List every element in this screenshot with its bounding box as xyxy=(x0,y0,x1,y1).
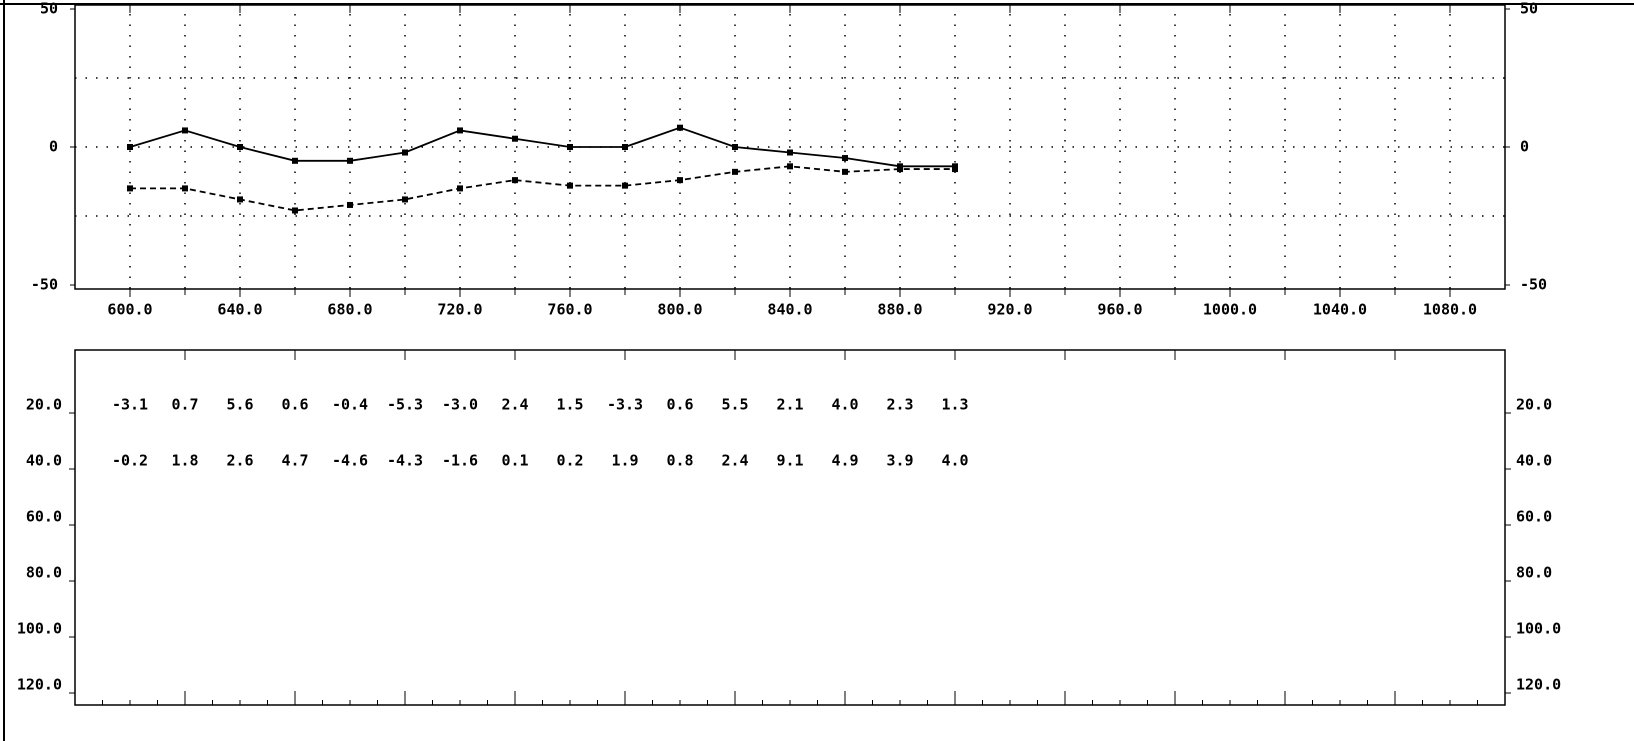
y-tick-label: -50 xyxy=(31,276,58,294)
row-label-right: 80.0 xyxy=(1516,564,1552,582)
data-point xyxy=(292,207,298,214)
data-point xyxy=(677,124,683,131)
table-cell: 0.6 xyxy=(666,396,693,414)
data-point xyxy=(347,201,353,208)
data-line xyxy=(130,165,955,212)
x-tick-label: 960.0 xyxy=(1097,301,1142,319)
data-point xyxy=(732,144,738,150)
table-cell: 1.3 xyxy=(941,396,968,414)
table-cell: 5.6 xyxy=(226,396,253,414)
table-cell: 2.6 xyxy=(226,452,253,470)
table-cell: 1.8 xyxy=(171,452,198,470)
x-tick-label: 880.0 xyxy=(877,301,922,319)
table-cell: -1.6 xyxy=(442,452,478,470)
table-cell: 0.2 xyxy=(556,452,583,470)
x-tick-label: 1000.0 xyxy=(1203,301,1257,319)
data-point xyxy=(677,177,683,184)
y-tick-label-right: -50 xyxy=(1520,276,1547,294)
data-point xyxy=(127,144,133,150)
table-cell: 0.8 xyxy=(666,452,693,470)
x-tick-label: 600.0 xyxy=(107,301,152,319)
table-cell: 0.7 xyxy=(171,396,198,414)
data-point xyxy=(127,185,133,192)
data-point xyxy=(402,196,408,203)
x-tick-label: 1040.0 xyxy=(1313,301,1367,319)
data-point xyxy=(292,157,298,164)
data-point xyxy=(237,144,243,150)
y-tick-label-right: 50 xyxy=(1520,0,1538,18)
data-point xyxy=(567,144,573,150)
x-tick-label: 680.0 xyxy=(327,301,372,319)
data-point xyxy=(842,168,848,175)
data-point xyxy=(182,185,188,192)
data-point xyxy=(622,182,628,189)
table-cell: 0.1 xyxy=(501,452,528,470)
data-point xyxy=(512,135,518,142)
row-label-right: 120.0 xyxy=(1516,676,1561,694)
data-point xyxy=(787,163,793,170)
table-cell: 2.4 xyxy=(501,396,528,414)
table-cell: -3.1 xyxy=(112,396,148,414)
table-cell: 9.1 xyxy=(776,452,803,470)
table-cell: 1.5 xyxy=(556,396,583,414)
table-cell: -0.4 xyxy=(332,396,368,414)
row-label: 120.0 xyxy=(17,676,62,694)
x-tick-label: 760.0 xyxy=(547,301,592,319)
data-point xyxy=(347,157,353,164)
table-cell: -0.2 xyxy=(112,452,148,470)
data-point xyxy=(622,144,628,150)
data-point xyxy=(457,185,463,192)
table-cell: -5.3 xyxy=(387,396,423,414)
data-point xyxy=(732,168,738,175)
x-tick-label: 800.0 xyxy=(657,301,702,319)
table-cell: 2.3 xyxy=(886,396,913,414)
table-cell: -3.0 xyxy=(442,396,478,414)
data-point xyxy=(842,155,848,162)
table-cell: 4.0 xyxy=(831,396,858,414)
y-tick-label-right: 0 xyxy=(1520,138,1529,156)
table-cell: 3.9 xyxy=(886,452,913,470)
table-cell: 4.9 xyxy=(831,452,858,470)
table-cell: 2.1 xyxy=(776,396,803,414)
table-cell: 4.0 xyxy=(941,452,968,470)
row-label: 100.0 xyxy=(17,620,62,638)
row-label-right: 60.0 xyxy=(1516,508,1552,526)
row-label: 40.0 xyxy=(26,452,62,470)
table-cell: -4.3 xyxy=(387,452,423,470)
x-tick-label: 640.0 xyxy=(217,301,262,319)
x-tick-label: 840.0 xyxy=(767,301,812,319)
table-cell: -3.3 xyxy=(607,396,643,414)
data-point xyxy=(457,127,463,134)
table-cell: -4.6 xyxy=(332,452,368,470)
data-line xyxy=(129,126,955,168)
data-point xyxy=(567,182,573,189)
row-label-right: 40.0 xyxy=(1516,452,1552,470)
y-tick-label: 50 xyxy=(40,0,58,18)
row-label-right: 100.0 xyxy=(1516,620,1561,638)
data-point xyxy=(237,196,243,203)
table-cell: 0.6 xyxy=(281,396,308,414)
x-tick-label: 1080.0 xyxy=(1423,301,1477,319)
row-label: 80.0 xyxy=(26,564,62,582)
table-cell: 4.7 xyxy=(281,452,308,470)
data-point xyxy=(897,166,903,173)
x-tick-label: 720.0 xyxy=(437,301,482,319)
data-point xyxy=(952,166,958,173)
row-label-right: 20.0 xyxy=(1516,396,1552,414)
x-tick-label: 920.0 xyxy=(987,301,1032,319)
data-point xyxy=(512,177,518,184)
row-label: 60.0 xyxy=(26,508,62,526)
data-point xyxy=(182,127,188,134)
y-tick-label: 0 xyxy=(49,138,58,156)
table-cell: 1.9 xyxy=(611,452,638,470)
data-point xyxy=(402,149,408,156)
table-cell: 5.5 xyxy=(721,396,748,414)
data-point xyxy=(787,149,793,156)
row-label: 20.0 xyxy=(26,396,62,414)
table-cell: 2.4 xyxy=(721,452,748,470)
